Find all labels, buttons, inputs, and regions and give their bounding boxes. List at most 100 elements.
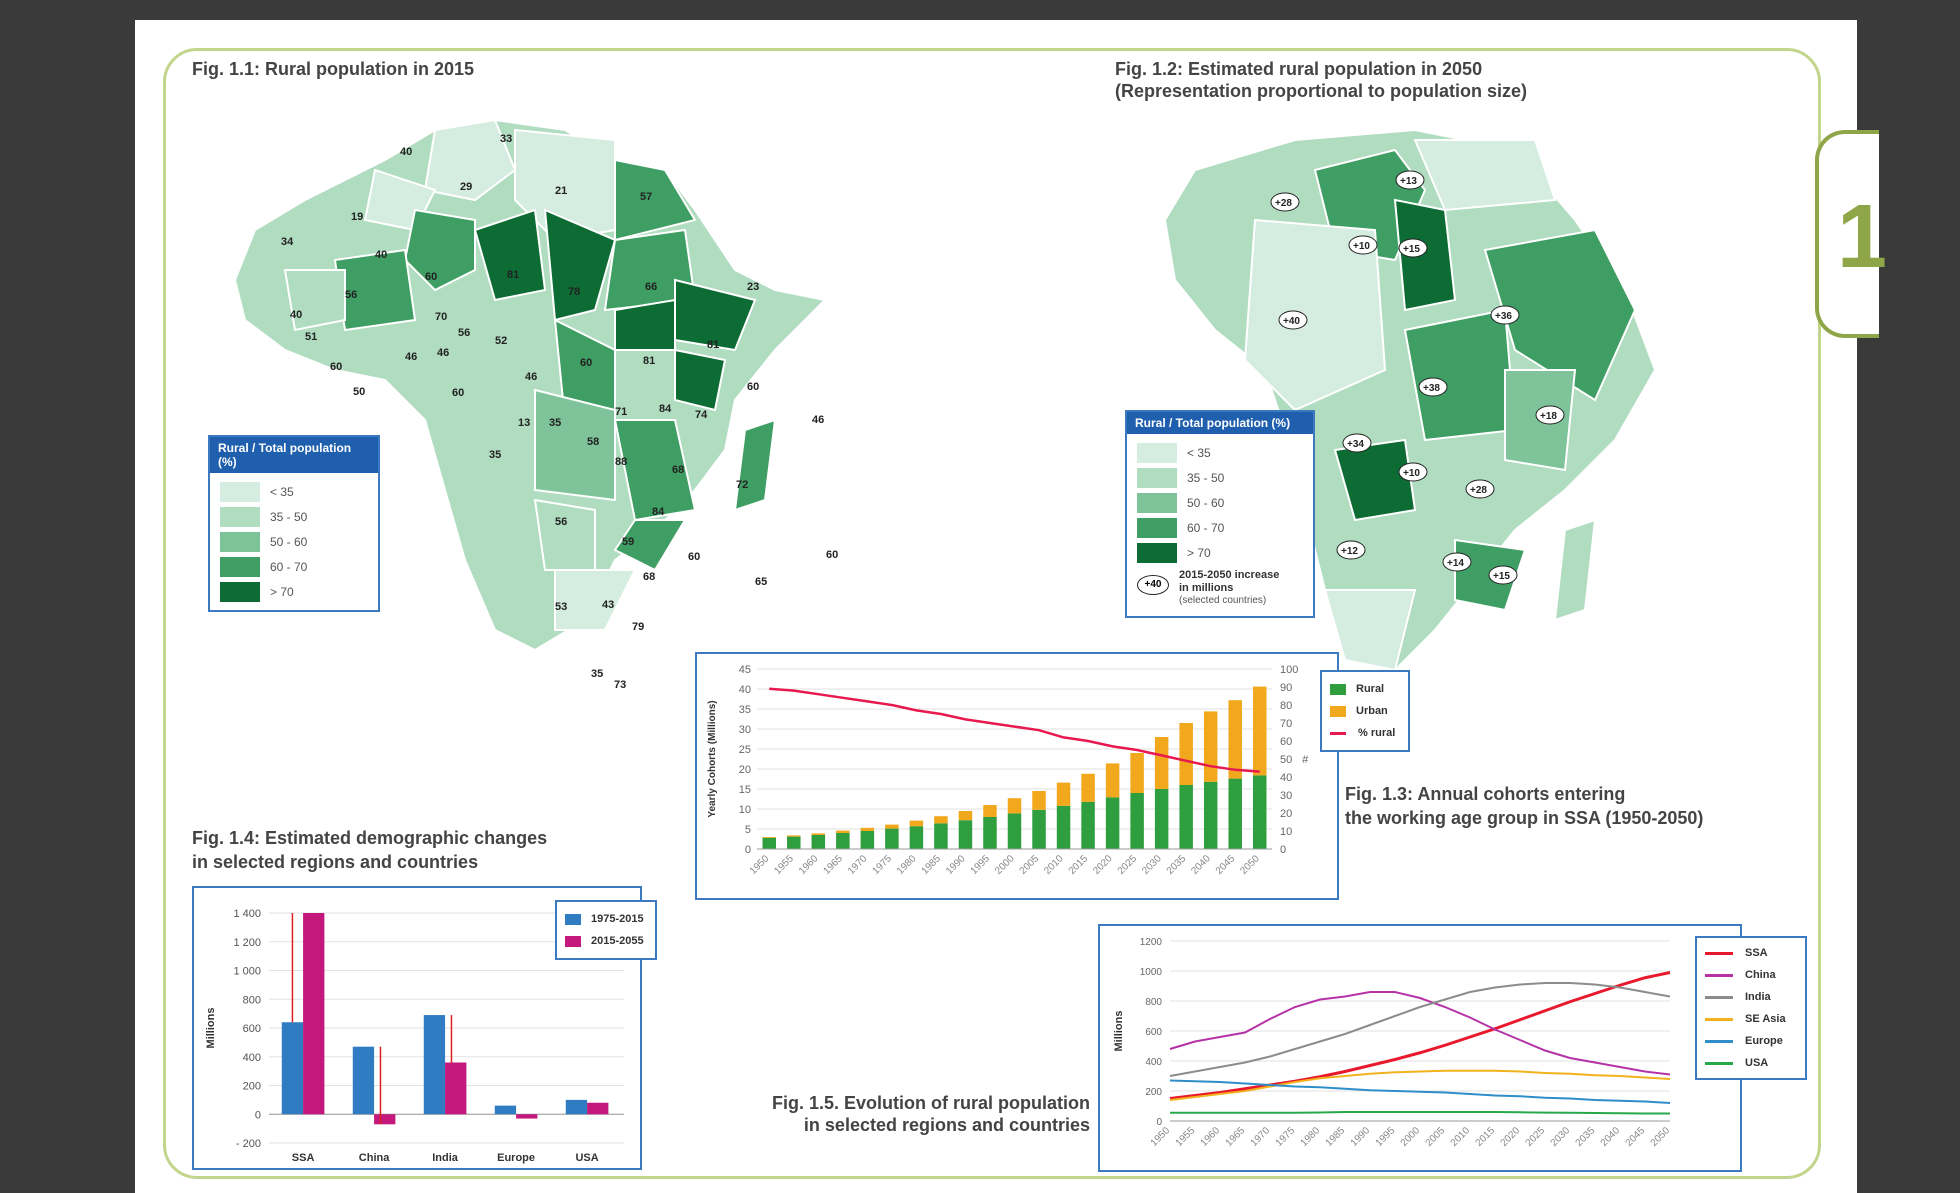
map-label: 84: [659, 403, 672, 415]
increase-bubble: +28: [1465, 479, 1495, 499]
bar-urban: [1252, 686, 1267, 776]
y-tick-label: 1 200: [233, 937, 261, 949]
bubble-label: +28: [1470, 485, 1487, 496]
fig12-legend-row: 60 - 70: [1127, 515, 1313, 540]
y-tick-label: 0: [255, 1109, 261, 1121]
y-tick-label: 25: [739, 744, 751, 756]
x-tick-label: 2005: [1018, 853, 1042, 877]
bar-urban: [762, 837, 777, 838]
map-label: 33: [500, 133, 512, 145]
bar-urban: [811, 833, 826, 835]
legend-label: 1975-2015: [591, 913, 644, 925]
legend-label: > 70: [270, 584, 294, 599]
legend-label: 35 - 50: [270, 509, 308, 524]
fig15-title: Fig. 1.5. Evolution of rural population …: [772, 1093, 1090, 1135]
page-frame: [163, 48, 1821, 1179]
line-ssa: [1169, 971, 1671, 1100]
bubble-label: +18: [1540, 411, 1557, 422]
map-label: 84: [652, 506, 665, 518]
x-tick-label: 2025: [1524, 1125, 1548, 1149]
y-tick-label: 1000: [1140, 967, 1163, 978]
legend-item-rural: Rural: [1330, 678, 1400, 700]
fig12-legend-row: < 35: [1127, 440, 1313, 465]
y-axis-label: Millions: [1113, 1011, 1125, 1052]
fig13-legend: Rural Urban % rural: [1320, 670, 1410, 752]
legend-swatch: [1330, 731, 1346, 735]
x-tick-label: 2025: [1116, 853, 1140, 877]
bar-2015-2055: [516, 1114, 538, 1119]
x-tick-label: 1980: [895, 853, 919, 877]
legend-item-1975-2015: 1975-2015: [565, 908, 647, 930]
x-tick-label: 2015: [1067, 853, 1091, 877]
increase-bubble: +15: [1398, 238, 1428, 258]
fig11-legend-row: < 35: [210, 479, 378, 504]
bar-rural: [787, 836, 801, 849]
legend-label: Urban: [1356, 705, 1388, 717]
y-tick-label: 35: [739, 704, 751, 716]
legend-label: SSA: [1745, 947, 1768, 959]
x-tick-label: China: [359, 1152, 390, 1164]
map-label: 35: [489, 449, 501, 461]
x-tick-label: 1990: [1349, 1125, 1373, 1149]
y2-tick-label: 30: [1280, 790, 1292, 802]
legend-label: % rural: [1358, 727, 1396, 739]
bar-1975-2015: [281, 1022, 304, 1115]
x-tick-label: 2035: [1165, 853, 1189, 877]
map-label: 35: [591, 668, 603, 680]
line-usa: [1170, 1111, 1670, 1115]
bubble-label: +14: [1447, 558, 1464, 569]
fig12-legend: Rural / Total population (%) < 35 35 - 5…: [1125, 410, 1315, 618]
bar-urban: [909, 820, 924, 827]
legend-label: < 35: [270, 484, 294, 499]
fig11-title: Fig. 1.1: Rural population in 2015: [192, 59, 475, 79]
map-label: 34: [281, 236, 294, 248]
map-label: 79: [632, 621, 644, 633]
map-label: 21: [555, 185, 567, 197]
map-label: 66: [645, 281, 657, 293]
bar-urban: [958, 811, 973, 821]
map-label: 60: [688, 551, 700, 563]
bar-rural: [934, 823, 948, 849]
legend-swatch: [220, 581, 260, 602]
legend-swatch: [1705, 973, 1733, 977]
bar-rural: [1252, 775, 1267, 849]
x-tick-label: 2030: [1549, 1125, 1573, 1149]
y2-tick-label: 10: [1280, 826, 1292, 838]
x-tick-label: SSA: [292, 1152, 315, 1164]
x-tick-label: 2020: [1091, 853, 1115, 877]
bar-rural: [983, 817, 997, 849]
bubble-label: +15: [1493, 571, 1510, 582]
y2-tick-label: 40: [1280, 772, 1292, 784]
chapter-number: 1: [1837, 187, 1888, 287]
x-tick-label: 2010: [1449, 1125, 1473, 1149]
increase-bubble: +10: [1348, 235, 1378, 255]
x-tick-label: 1985: [920, 853, 944, 877]
legend-item-europe: Europe: [1705, 1030, 1797, 1052]
map-label: 13: [518, 417, 530, 429]
legend-label: > 70: [1187, 545, 1211, 560]
fig11-legend: Rural / Total population (%) < 35 35 - 5…: [208, 435, 380, 612]
fig13-title: Fig. 1.3: Annual cohorts entering the wo…: [1345, 784, 1704, 828]
legend-swatch: [1705, 995, 1733, 999]
fig12-legend-row: 35 - 50: [1127, 465, 1313, 490]
legend-item-ssa: SSA: [1705, 942, 1797, 964]
legend-swatch: [220, 481, 260, 502]
x-tick-label: 2010: [1042, 853, 1066, 877]
bar-rural: [1154, 789, 1169, 849]
bar-rural: [1179, 785, 1193, 849]
y-tick-label: 30: [739, 724, 751, 736]
fig15-box: 0 200 400 600 800 1000 1200 Millions 1950 1955 196…: [1098, 924, 1742, 1172]
bar-urban: [1154, 737, 1169, 789]
bar-rural: [958, 820, 973, 849]
x-tick-label: 1990: [944, 853, 968, 877]
map-label: 71: [615, 406, 627, 418]
bubble-label: +12: [1341, 546, 1358, 557]
map-label: 40: [400, 146, 412, 158]
legend-item-urban: Urban: [1330, 700, 1400, 722]
map-label: 46: [405, 351, 417, 363]
legend-swatch: [1137, 517, 1177, 538]
legend-label: 2015-2055: [591, 935, 644, 947]
legend-swatch: [1705, 1039, 1733, 1043]
increase-sample-bubble: +40: [1137, 575, 1169, 595]
map-label: 60: [747, 381, 759, 393]
